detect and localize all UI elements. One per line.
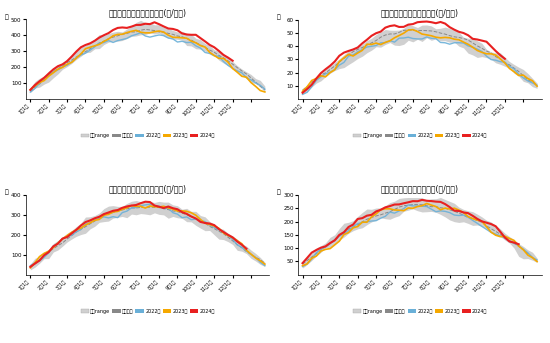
Legend: 历年range, 历年均值, 2022年, 2023年, 2024年: 历年range, 历年均值, 2022年, 2023年, 2024年 — [353, 133, 487, 138]
Y-axis label: 元: 元 — [277, 190, 280, 195]
Legend: 历年range, 历年均值, 2022年, 2023年, 2024年: 历年range, 历年均值, 2022年, 2023年, 2024年 — [80, 133, 214, 138]
Legend: 历年range, 历年均值, 2022年, 2023年, 2024年: 历年range, 历年均值, 2022年, 2023年, 2024年 — [80, 309, 214, 314]
Legend: 历年range, 历年均值, 2022年, 2023年, 2024年: 历年range, 历年均值, 2022年, 2023年, 2024年 — [353, 309, 487, 314]
Title: 好想你红枣销售价格走势图(元/公斤): 好想你红枣销售价格走势图(元/公斤) — [381, 8, 459, 17]
Title: 福东海红枣销售价格走势图(元/公斤): 福东海红枣销售价格走势图(元/公斤) — [108, 184, 186, 193]
Title: 同仁堂红枣销售价格走势图(元/公斤): 同仁堂红枣销售价格走势图(元/公斤) — [108, 8, 186, 17]
Y-axis label: 元: 元 — [4, 14, 8, 20]
Y-axis label: 元: 元 — [4, 190, 8, 195]
Title: 好滋源红枣销售价格走势图(元/公斤): 好滋源红枣销售价格走势图(元/公斤) — [381, 184, 459, 193]
Y-axis label: 元: 元 — [277, 14, 280, 20]
